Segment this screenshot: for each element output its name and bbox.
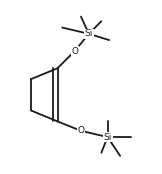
- Text: O: O: [77, 126, 85, 135]
- Text: O: O: [71, 46, 78, 56]
- Text: Si: Si: [85, 29, 93, 38]
- Text: Si: Si: [103, 133, 112, 142]
